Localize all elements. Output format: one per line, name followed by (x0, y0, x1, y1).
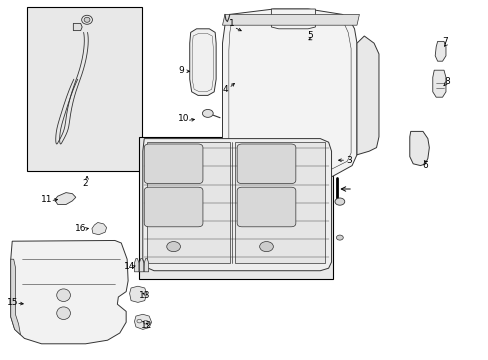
Polygon shape (434, 41, 445, 61)
Polygon shape (271, 9, 315, 29)
Text: 4: 4 (222, 85, 227, 94)
Polygon shape (189, 29, 216, 95)
Polygon shape (134, 258, 139, 272)
Polygon shape (139, 258, 143, 272)
Ellipse shape (334, 198, 344, 205)
Text: 13: 13 (138, 291, 150, 300)
Polygon shape (432, 70, 445, 97)
FancyBboxPatch shape (144, 187, 203, 227)
Ellipse shape (166, 242, 180, 252)
FancyBboxPatch shape (237, 144, 295, 184)
Polygon shape (11, 240, 128, 344)
Polygon shape (222, 14, 359, 25)
Text: 11: 11 (41, 195, 52, 204)
Ellipse shape (57, 289, 70, 301)
FancyBboxPatch shape (237, 187, 295, 227)
Polygon shape (134, 314, 151, 329)
Polygon shape (409, 131, 428, 166)
Polygon shape (144, 258, 148, 272)
Ellipse shape (84, 17, 90, 22)
Polygon shape (55, 193, 76, 204)
Text: 16: 16 (75, 224, 86, 233)
Text: 12: 12 (141, 321, 152, 330)
Text: 9: 9 (178, 66, 183, 75)
Bar (27, 7, 142, 171)
Polygon shape (73, 23, 82, 31)
Polygon shape (92, 222, 106, 235)
Text: 8: 8 (444, 77, 449, 85)
Text: 2: 2 (82, 179, 88, 188)
Text: 14: 14 (123, 262, 135, 271)
Text: 1: 1 (229, 19, 235, 28)
Polygon shape (356, 36, 378, 155)
Polygon shape (129, 286, 146, 302)
Text: 15: 15 (6, 298, 18, 307)
Text: 5: 5 (307, 31, 313, 40)
Polygon shape (142, 139, 331, 271)
Ellipse shape (57, 307, 70, 320)
Ellipse shape (202, 109, 213, 117)
Bar (139, 137, 332, 279)
Text: 6: 6 (422, 161, 427, 170)
Polygon shape (222, 9, 356, 176)
Polygon shape (234, 142, 325, 263)
Polygon shape (11, 259, 20, 335)
FancyBboxPatch shape (144, 144, 203, 184)
Polygon shape (146, 142, 229, 263)
Text: 10: 10 (177, 114, 189, 123)
Text: 3: 3 (346, 156, 352, 165)
Ellipse shape (81, 15, 92, 24)
Text: 7: 7 (441, 37, 447, 46)
Ellipse shape (336, 235, 343, 240)
Ellipse shape (259, 242, 273, 252)
